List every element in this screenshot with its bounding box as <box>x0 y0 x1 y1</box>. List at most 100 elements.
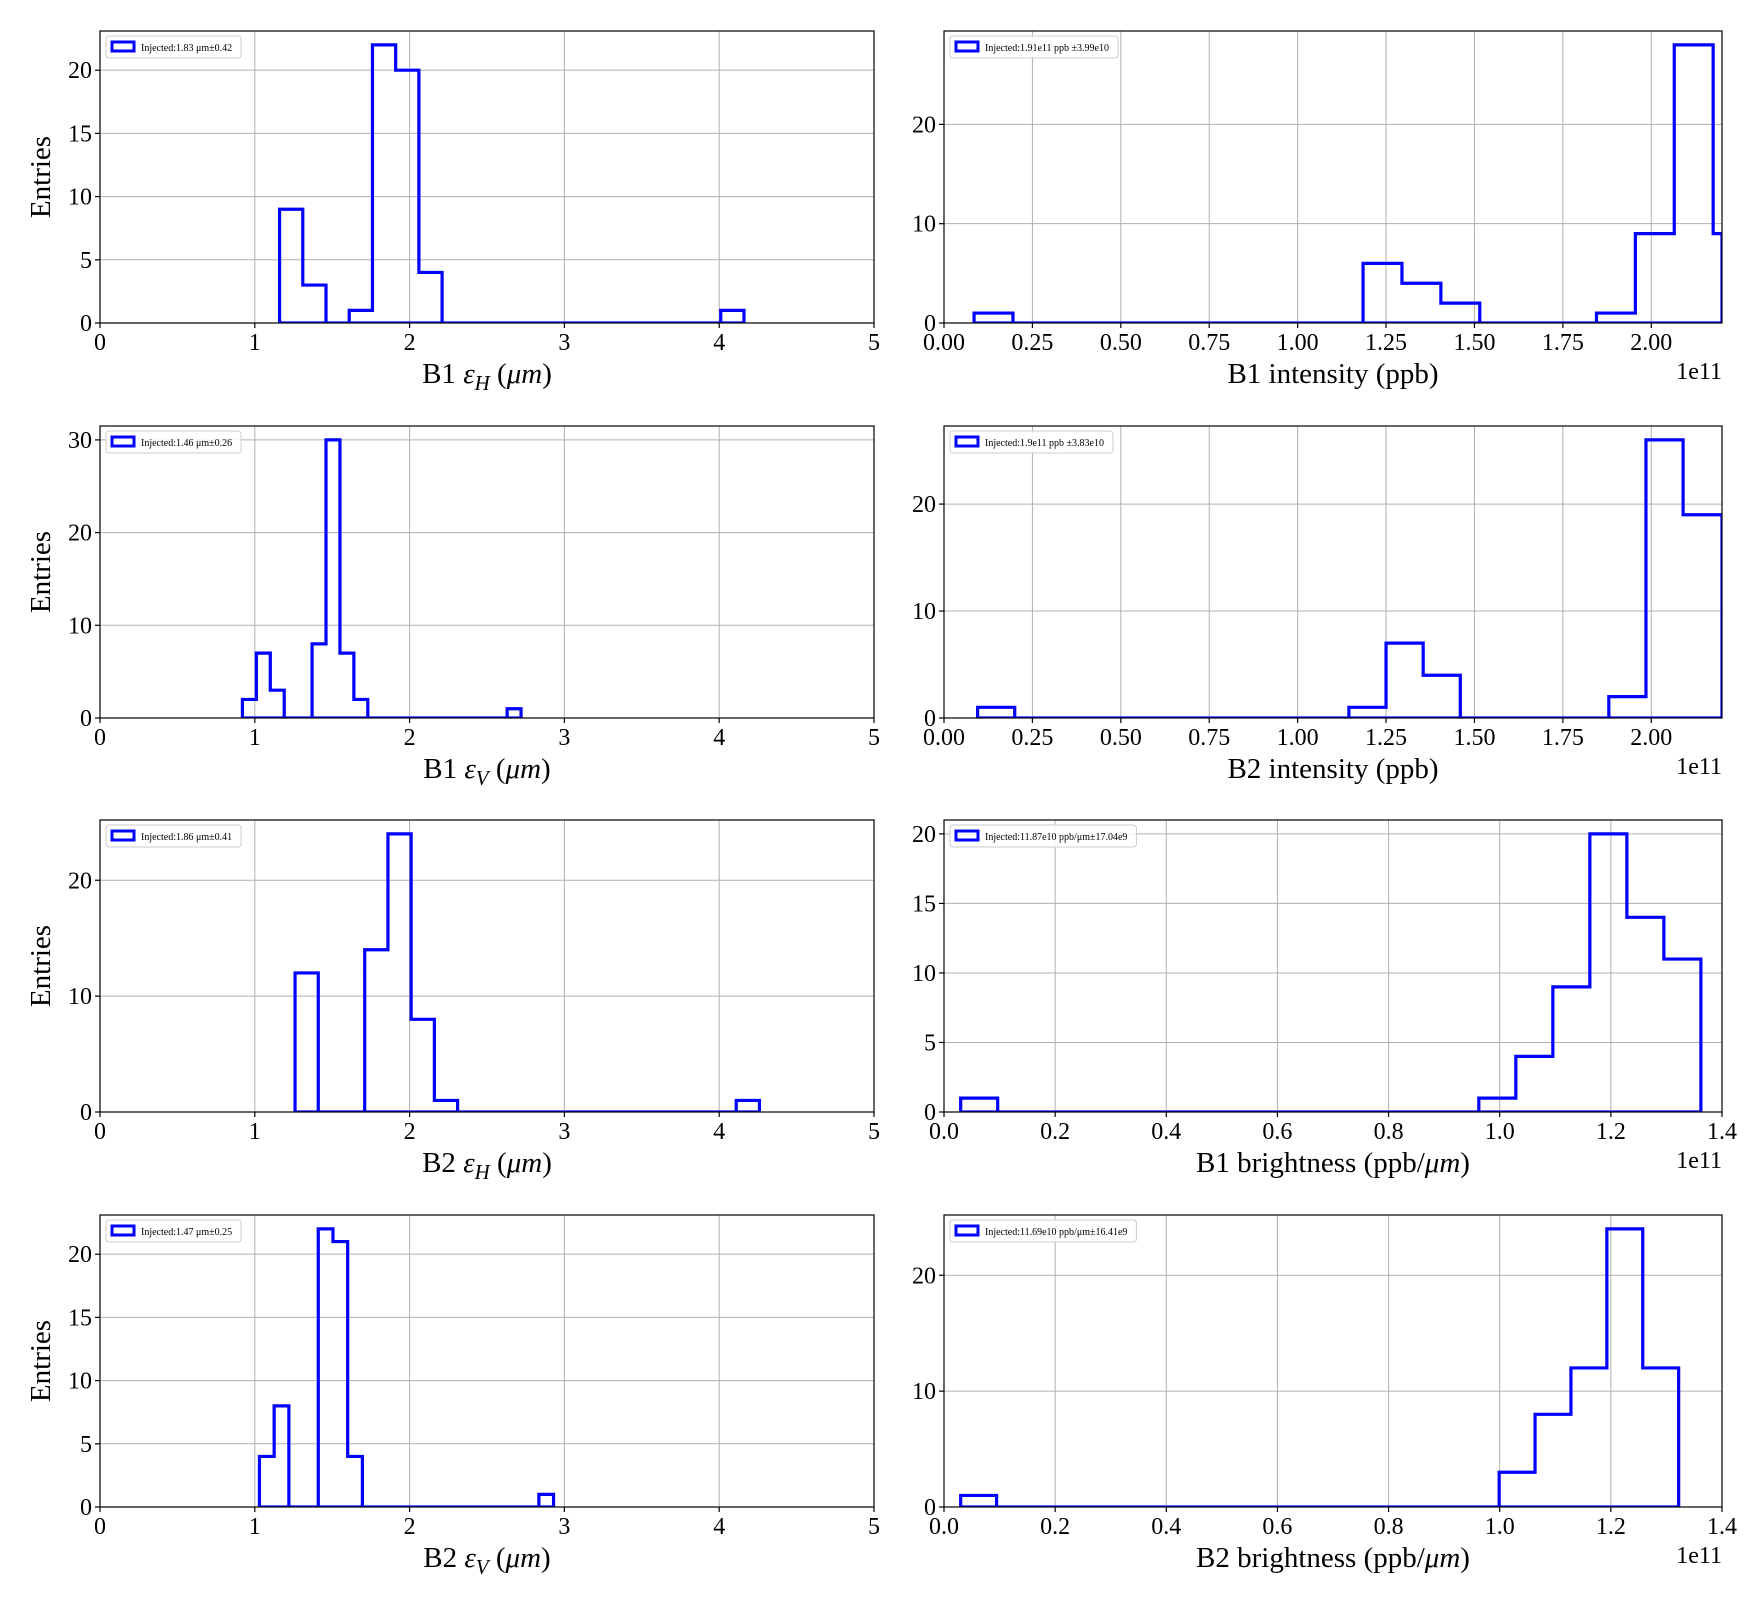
legend-box <box>949 35 1119 59</box>
legend-label: Injected:11.69e10 ppb/μm±16.41e9 <box>985 1227 1127 1238</box>
legend-swatch <box>110 40 136 53</box>
x-tick-label: 1.2 <box>1596 1119 1626 1145</box>
y-tick-label: 10 <box>68 613 92 639</box>
y-tick-label: 20 <box>912 492 936 518</box>
x-tick-label: 1.4 <box>1707 1514 1737 1540</box>
plot-frame <box>99 1214 875 1508</box>
x-axis-title: B2 intensity (ppb) <box>1227 753 1438 785</box>
y-axis-title: Entries <box>25 136 57 218</box>
x-axis-title: B1 intensity (ppb) <box>1227 358 1438 390</box>
x-tick-label: 0.8 <box>1374 1119 1404 1145</box>
y-tick-label: 30 <box>68 428 92 454</box>
x-tick-label: 0.2 <box>1040 1119 1070 1145</box>
legend-swatch <box>954 40 980 53</box>
x-tick-label: 1.50 <box>1453 725 1495 751</box>
x-tick-label: 1.00 <box>1277 725 1319 751</box>
x-tick-label: 4 <box>713 330 725 356</box>
legend-box <box>105 824 242 848</box>
y-tick-label: 10 <box>912 599 936 625</box>
x-axis-title: B1 brightness (ppb/μm) <box>1196 1147 1470 1179</box>
x-tick-label: 1.75 <box>1542 725 1584 751</box>
y-tick-label: 15 <box>912 891 936 917</box>
y-axis-title: Entries <box>25 1320 57 1402</box>
x-tick-label: 1.00 <box>1277 330 1319 356</box>
x-tick-label: 0 <box>94 1119 106 1145</box>
legend: Injected:11.69e10 ppb/μm±16.41e9 <box>949 1219 1137 1243</box>
legend-swatch <box>954 1224 980 1237</box>
y-tick-label: 0 <box>80 1495 92 1521</box>
axis-offset-label: 1e11 <box>1676 754 1722 780</box>
chart-panel: 0.0 0.2 0.4 0.6 0.8 1.0 1.2 1.4 0 5 10 15 20 B1 brigh… <box>912 819 1737 1179</box>
chart-panel: 0.00 0.25 0.50 0.75 1.00 1.25 1.50 1.75 2.00 0 10 2… <box>912 30 1723 390</box>
legend: Injected:1.91e11 ppb ±3.99e10 <box>949 35 1119 59</box>
x-tick-label: 1.0 <box>1485 1119 1515 1145</box>
y-tick-label: 20 <box>68 1242 92 1268</box>
x-tick-label: 1 <box>249 1514 261 1540</box>
y-tick-label: 10 <box>68 185 92 211</box>
legend: Injected:11.87e10 ppb/μm±17.04e9 <box>949 824 1137 848</box>
plot-frame <box>99 425 875 719</box>
x-tick-label: 0.75 <box>1188 330 1230 356</box>
y-tick-label: 10 <box>68 1369 92 1395</box>
legend-box <box>105 1219 242 1243</box>
x-tick-label: 5 <box>868 330 880 356</box>
x-tick-label: 3 <box>558 1514 570 1540</box>
legend: Injected:1.83 μm±0.42 <box>105 35 242 59</box>
x-tick-label: 5 <box>868 1514 880 1540</box>
x-tick-label: 1.2 <box>1596 1514 1626 1540</box>
y-tick-label: 20 <box>68 58 92 84</box>
x-tick-label: 0.00 <box>923 725 965 751</box>
x-tick-label: 0.2 <box>1040 1514 1070 1540</box>
x-tick-label: 0.6 <box>1262 1514 1292 1540</box>
x-axis-title: B2 εH (μm) <box>422 1147 552 1184</box>
x-tick-label: 2 <box>404 1514 416 1540</box>
x-tick-label: 4 <box>713 725 725 751</box>
x-tick-label: 3 <box>558 1119 570 1145</box>
y-tick-label: 5 <box>80 248 92 274</box>
x-tick-label: 2.00 <box>1630 725 1672 751</box>
legend-box <box>949 430 1114 454</box>
plot-frame <box>943 30 1723 324</box>
x-tick-label: 5 <box>868 1119 880 1145</box>
axis-offset-label: 1e11 <box>1676 359 1722 385</box>
x-tick-label: 0.0 <box>929 1514 959 1540</box>
legend-swatch <box>110 1224 136 1237</box>
y-tick-label: 20 <box>912 112 936 138</box>
x-tick-label: 0.50 <box>1100 330 1142 356</box>
legend-box <box>949 824 1137 848</box>
histogram-series <box>257 1227 556 1507</box>
x-axis-title: B1 εV (μm) <box>423 753 550 790</box>
legend-label: Injected:1.91e11 ppb ±3.99e10 <box>985 43 1109 54</box>
legend-label: Injected:1.9e11 ppb ±3.83e10 <box>985 438 1104 449</box>
chart-panel: 0.0 0.2 0.4 0.6 0.8 1.0 1.2 1.4 0 10 20 B2 brightne… <box>912 1214 1737 1574</box>
axis-offset-label: 1e11 <box>1676 1543 1722 1569</box>
histogram-series <box>975 438 1722 718</box>
y-tick-label: 0 <box>80 1100 92 1126</box>
legend-swatch <box>954 435 980 448</box>
legend: Injected:1.9e11 ppb ±3.83e10 <box>949 430 1114 454</box>
x-tick-label: 5 <box>868 725 880 751</box>
x-tick-label: 2 <box>404 330 416 356</box>
y-tick-label: 5 <box>924 1030 936 1056</box>
y-axis-title: Entries <box>25 531 57 613</box>
histogram-series <box>972 43 1722 323</box>
x-tick-label: 0.0 <box>929 1119 959 1145</box>
y-tick-label: 10 <box>912 1379 936 1405</box>
y-tick-label: 15 <box>68 1305 92 1331</box>
legend-box <box>105 430 242 454</box>
plot-frame <box>943 1214 1723 1508</box>
y-tick-label: 15 <box>68 121 92 147</box>
x-tick-label: 0.8 <box>1374 1514 1404 1540</box>
legend-swatch <box>954 829 980 842</box>
histogram-series <box>293 832 762 1112</box>
plot-frame <box>943 819 1723 1113</box>
x-tick-label: 0.4 <box>1151 1514 1181 1540</box>
chart-panel: 0.00 0.25 0.50 0.75 1.00 1.25 1.50 1.75 2.00 0 10 2… <box>912 425 1723 785</box>
plot-frame <box>99 30 875 324</box>
y-tick-label: 20 <box>68 868 92 894</box>
y-tick-label: 0 <box>80 706 92 732</box>
chart-panel: 0 1 2 3 4 5 0 5 10 15 20 B1 εH (μm) Entries Injected:… <box>25 30 880 395</box>
y-tick-label: 20 <box>912 822 936 848</box>
x-tick-label: 3 <box>558 330 570 356</box>
y-tick-label: 0 <box>924 1100 936 1126</box>
